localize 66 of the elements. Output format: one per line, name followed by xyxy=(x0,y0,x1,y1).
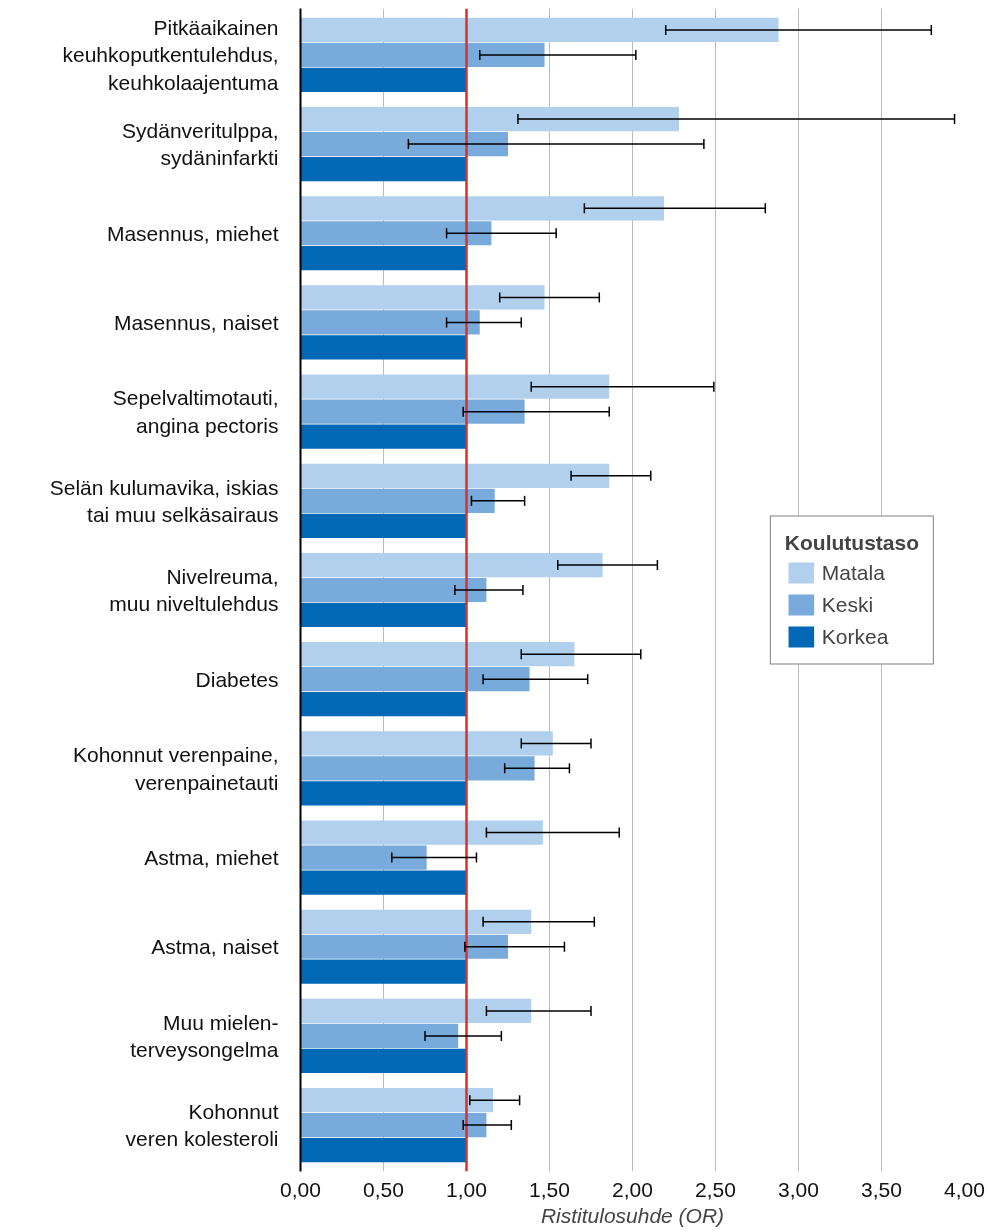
bar xyxy=(300,463,610,488)
bar xyxy=(300,756,535,781)
bar xyxy=(300,998,532,1024)
y-tick-label: Nivelreuma, muu niveltulehdus xyxy=(109,564,279,616)
x-tick-label: 0,00 xyxy=(280,1177,321,1201)
bar xyxy=(300,1048,467,1074)
bar xyxy=(300,577,487,603)
y-tick-label: Diabetes xyxy=(195,667,279,691)
bar xyxy=(300,285,545,310)
bar xyxy=(300,1088,494,1113)
x-tick-label: 3,50 xyxy=(861,1177,902,1201)
bar xyxy=(300,731,553,756)
y-tick-label: Kohonnut verenpaine, verenpainetauti xyxy=(73,743,279,794)
bar xyxy=(300,399,525,424)
bar xyxy=(300,196,665,221)
bar xyxy=(300,17,779,43)
x-tick-label: 2,50 xyxy=(695,1177,736,1201)
y-tick-label: Pitkäaikainen keuhkoputkentulehdus, keuhkolaajentuma xyxy=(62,15,279,94)
bar xyxy=(300,959,467,984)
legend-label: Matala xyxy=(821,560,885,584)
bar xyxy=(300,310,480,335)
y-tick-label: Astma, miehet xyxy=(144,846,279,870)
y-tick-label: Selän kulumavika, iskias tai muu selkäsairaus xyxy=(49,475,279,527)
bar xyxy=(300,488,495,513)
bar xyxy=(300,909,532,934)
bar xyxy=(300,1137,467,1163)
bar xyxy=(300,602,467,628)
bar xyxy=(300,67,467,92)
bar xyxy=(300,131,508,157)
x-tick-label: 3,00 xyxy=(778,1177,819,1201)
bar xyxy=(300,552,603,578)
x-tick-label: 2,00 xyxy=(612,1177,653,1201)
bar xyxy=(300,781,467,806)
bar xyxy=(300,667,530,692)
x-tick-label: 1,50 xyxy=(529,1177,570,1201)
bar xyxy=(300,870,467,895)
bar xyxy=(300,106,679,132)
bar xyxy=(300,156,467,182)
x-tick-label: 4,00 xyxy=(944,1177,985,1201)
x-tick-label: 1,00 xyxy=(446,1177,487,1201)
y-tick-label: Sydänveritulppa, sydäninfarkti xyxy=(122,118,279,170)
bar xyxy=(300,246,467,271)
bar xyxy=(300,642,575,667)
bar xyxy=(300,934,508,959)
bar xyxy=(300,845,427,870)
bar xyxy=(300,820,543,845)
bar xyxy=(300,1023,459,1049)
x-tick-label: 0,50 xyxy=(363,1177,404,1201)
y-tick-label: Astma, naiset xyxy=(151,935,279,959)
legend-label: Keski xyxy=(821,592,874,616)
y-tick-label: Muu mielen- terveysongelma xyxy=(130,1010,279,1062)
bar xyxy=(300,221,492,246)
y-tick-label: Kohonnut veren kolesteroli xyxy=(125,1099,279,1151)
bar xyxy=(300,424,467,449)
bar xyxy=(300,1113,487,1138)
bar xyxy=(300,374,610,399)
y-tick-label: Masennus, naiset xyxy=(113,310,279,334)
legend-title: Koulutustaso xyxy=(784,530,919,554)
bar xyxy=(300,692,467,717)
legend-label: Korkea xyxy=(821,624,889,648)
y-tick-label: Sepelvaltimotauti, angina pectoris xyxy=(112,386,279,437)
y-tick-label: Masennus, miehet xyxy=(106,221,279,245)
bar xyxy=(300,513,467,538)
bar xyxy=(300,42,545,67)
x-axis-title: Ristitulosuhde (OR) xyxy=(540,1203,725,1227)
bar xyxy=(300,335,467,360)
